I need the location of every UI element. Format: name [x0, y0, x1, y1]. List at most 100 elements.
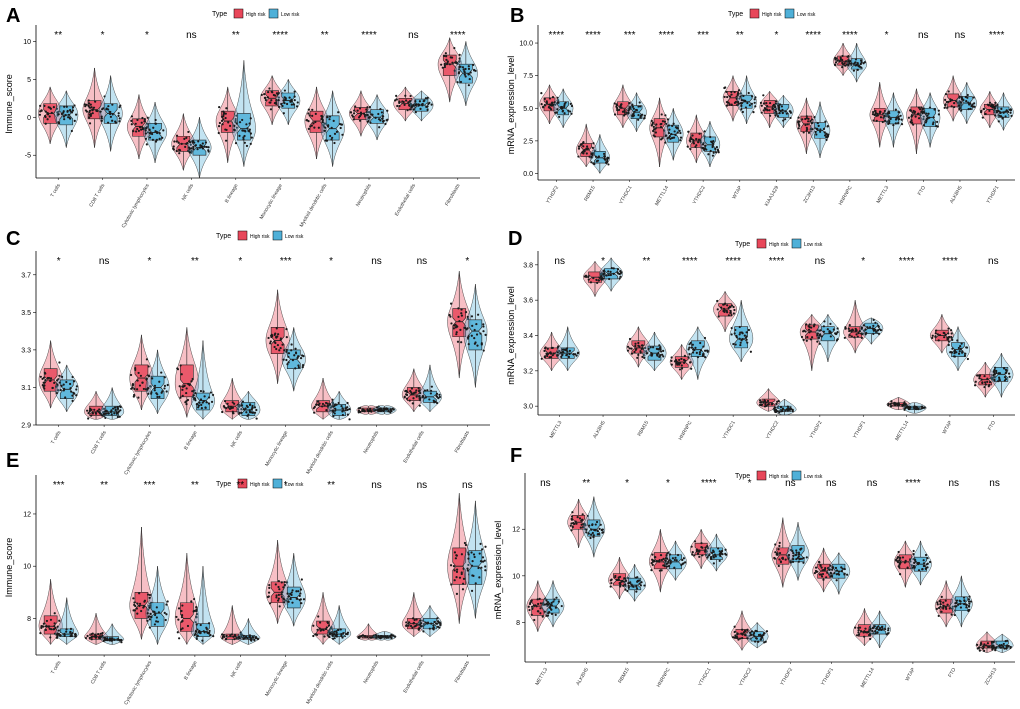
- data-point: [189, 141, 192, 144]
- significance-label: ns: [540, 478, 551, 489]
- box-low-3: [664, 540, 687, 581]
- data-point: [479, 560, 483, 563]
- data-point: [427, 102, 430, 106]
- data-point: [581, 513, 584, 516]
- data-point: [235, 126, 238, 129]
- data-point: [550, 608, 553, 611]
- y-tick-label: 10: [23, 39, 31, 46]
- data-point: [791, 409, 794, 413]
- data-point: [733, 636, 737, 639]
- data-point: [460, 572, 463, 576]
- data-point: [837, 573, 841, 576]
- box-high-3: [669, 343, 694, 381]
- data-point: [939, 600, 942, 603]
- data-point: [55, 385, 58, 388]
- data-point: [65, 105, 68, 108]
- data-point: [706, 349, 709, 352]
- data-point: [138, 126, 142, 129]
- data-point: [1004, 372, 1007, 375]
- data-point: [789, 116, 792, 120]
- data-point: [730, 90, 733, 94]
- data-point: [175, 149, 178, 153]
- data-point: [142, 606, 145, 609]
- data-point: [998, 372, 1002, 375]
- data-point: [800, 335, 804, 339]
- data-point: [446, 60, 449, 63]
- data-point: [848, 329, 851, 333]
- data-point: [609, 585, 612, 588]
- box-high-1: [84, 390, 108, 420]
- data-point: [71, 106, 75, 109]
- data-point: [296, 101, 299, 104]
- data-point: [874, 321, 877, 324]
- data-point: [678, 368, 682, 371]
- data-point: [333, 141, 336, 145]
- data-point: [348, 407, 351, 411]
- data-point: [60, 384, 63, 387]
- data-point: [268, 602, 272, 605]
- data-point: [878, 110, 882, 113]
- data-point: [923, 564, 926, 568]
- data-point: [51, 386, 54, 390]
- legend: Type High risk Low risk: [216, 478, 304, 489]
- data-point: [601, 528, 604, 531]
- data-point: [599, 523, 602, 526]
- data-point: [92, 106, 96, 109]
- data-point: [234, 634, 237, 638]
- data-point: [862, 631, 865, 634]
- data-point: [201, 145, 204, 148]
- data-point: [805, 117, 809, 120]
- data-point: [282, 358, 285, 361]
- significance-label: *: [601, 256, 605, 267]
- data-point: [959, 347, 962, 350]
- data-point: [698, 549, 701, 552]
- data-point: [156, 395, 159, 399]
- data-point: [965, 100, 968, 103]
- data-point: [776, 114, 780, 118]
- data-point: [148, 618, 152, 621]
- data-point: [737, 92, 740, 95]
- data-point: [543, 349, 546, 353]
- data-point: [97, 633, 100, 636]
- data-point: [195, 403, 198, 406]
- data-point: [894, 118, 898, 121]
- data-point: [586, 145, 589, 148]
- legend-swatch-high: [237, 230, 248, 241]
- data-point: [337, 628, 340, 632]
- data-point: [594, 523, 597, 526]
- data-point: [849, 60, 852, 63]
- data-point: [992, 644, 995, 648]
- box-low-2: [623, 563, 646, 602]
- data-point: [864, 333, 867, 336]
- box-high-4: [686, 114, 707, 164]
- data-point: [151, 132, 154, 136]
- data-point: [739, 331, 742, 334]
- data-point: [226, 402, 229, 405]
- data-point: [403, 103, 406, 106]
- x-tick-label: METTL14: [860, 667, 876, 689]
- data-point: [110, 639, 113, 642]
- data-point: [946, 106, 949, 109]
- data-point: [407, 624, 410, 627]
- data-point: [694, 145, 697, 148]
- data-point: [872, 332, 875, 335]
- data-point: [774, 543, 777, 546]
- data-point: [823, 320, 826, 323]
- data-point: [594, 155, 598, 158]
- data-point: [460, 341, 463, 344]
- data-point: [1009, 109, 1012, 112]
- data-point: [192, 394, 195, 397]
- data-point: [234, 120, 237, 124]
- data-point: [557, 99, 560, 102]
- data-point: [877, 332, 881, 335]
- data-point: [56, 383, 59, 386]
- data-point: [964, 603, 967, 606]
- data-point: [199, 398, 203, 401]
- data-point: [699, 341, 702, 345]
- data-point: [460, 571, 463, 574]
- data-point: [607, 273, 610, 277]
- data-point: [90, 414, 93, 417]
- data-point: [818, 573, 822, 576]
- x-tick-label: YTHDF2: [545, 185, 560, 205]
- data-point: [116, 638, 120, 641]
